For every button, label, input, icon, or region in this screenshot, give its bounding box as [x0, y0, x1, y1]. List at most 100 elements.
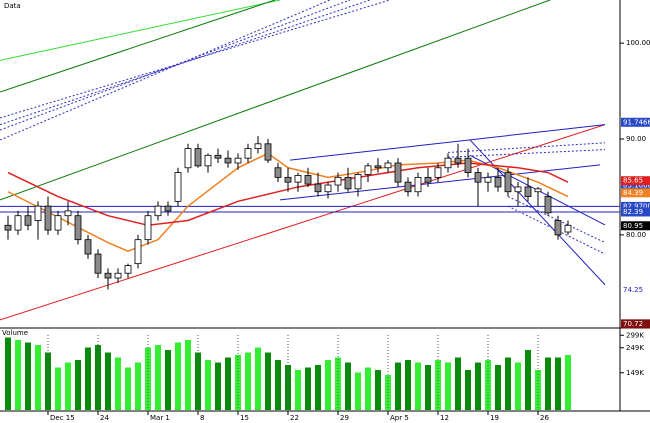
- volume-bar: [65, 362, 71, 410]
- candle-body: [284, 176, 292, 183]
- candle-body: [314, 183, 322, 193]
- trendline: [0, 124, 606, 321]
- candle-body: [384, 162, 392, 169]
- volume-bar: [445, 362, 451, 410]
- price-label: 82.9700: [623, 202, 650, 210]
- volume-bar: [115, 357, 121, 410]
- price-label-box: [621, 319, 650, 329]
- price-label: 74.25: [623, 286, 643, 294]
- volume-bar: [45, 352, 51, 410]
- trendline: [0, 0, 371, 126]
- volume-bar: [565, 355, 571, 410]
- volume-bar: [345, 362, 351, 410]
- candle-body: [114, 272, 122, 279]
- candle-body: [134, 239, 142, 265]
- volume-bar: [415, 362, 421, 410]
- x-tick-label: Apr 5: [390, 414, 409, 422]
- candle-body: [514, 186, 522, 193]
- volume-bar: [405, 360, 411, 410]
- chart-title: Data: [4, 2, 21, 10]
- x-tick-label: Mar 1: [150, 414, 170, 422]
- trendline: [279, 164, 601, 201]
- volume-bar: [355, 372, 361, 410]
- candle-body: [34, 205, 42, 221]
- candle-body: [334, 176, 342, 186]
- volume-bar: [215, 362, 221, 410]
- trendline: [507, 196, 606, 244]
- candle-body: [274, 167, 282, 178]
- volume-bar: [35, 345, 41, 410]
- candle-body: [324, 184, 332, 193]
- price-label-box: [621, 221, 650, 231]
- volume-bar: [395, 362, 401, 410]
- candle-body: [54, 215, 62, 231]
- volume-bar: [325, 360, 331, 410]
- candle-body: [434, 167, 442, 178]
- price-label-box: [621, 117, 650, 127]
- volume-bar: [555, 357, 561, 410]
- volume-bar: [55, 367, 61, 410]
- volume-bar: [15, 340, 21, 410]
- candle-body: [84, 239, 92, 255]
- price-label: 80.95: [623, 222, 643, 230]
- price-label-box: [621, 201, 650, 211]
- price-label: 82.39: [623, 208, 643, 216]
- price-label: 84.39: [623, 189, 643, 197]
- candle-body: [154, 205, 162, 217]
- volume-tick-label: 299K: [626, 331, 644, 339]
- candle-body: [244, 148, 252, 159]
- candle-body: [4, 224, 12, 231]
- volume-bar: [175, 342, 181, 410]
- candle-body: [74, 215, 82, 241]
- candle-body: [374, 165, 382, 169]
- x-tick-label: 26: [540, 414, 549, 422]
- candle-body: [104, 272, 112, 279]
- volume-bar: [465, 370, 471, 410]
- candle-body: [94, 253, 102, 274]
- candle-body: [484, 176, 492, 183]
- price-label-box: [621, 176, 650, 186]
- y-tick-label: 80.00: [626, 231, 646, 239]
- volume-bar: [255, 347, 261, 410]
- x-tick-label: Dec 15: [50, 414, 75, 422]
- candle-body: [264, 143, 272, 161]
- volume-bar: [105, 352, 111, 410]
- volume-bar: [135, 362, 141, 410]
- volume-bar: [315, 365, 321, 410]
- price-label-box: [621, 188, 650, 198]
- candle-body: [144, 215, 152, 241]
- candle-body: [174, 172, 182, 202]
- trendline: [0, 0, 276, 93]
- volume-bar: [5, 337, 11, 410]
- y-tick-label: 100.00: [626, 39, 650, 47]
- volume-bar: [235, 355, 241, 410]
- candle-body: [354, 174, 362, 190]
- candle-body: [64, 210, 72, 217]
- volume-bar: [205, 360, 211, 410]
- x-tick-label: 22: [290, 414, 299, 422]
- volume-bar: [375, 370, 381, 410]
- volume-bar: [495, 365, 501, 410]
- x-tick-label: 15: [240, 414, 249, 422]
- candle-body: [544, 196, 552, 214]
- candle-body: [444, 157, 452, 169]
- price-label-box: [621, 207, 650, 217]
- price-label-box: [621, 285, 650, 295]
- volume-bar: [185, 340, 191, 410]
- volume-bar: [195, 352, 201, 410]
- volume-bar: [305, 367, 311, 410]
- volume-tick-label: 249K: [626, 344, 644, 352]
- x-tick-label: 12: [440, 414, 449, 422]
- volume-bar: [145, 347, 151, 410]
- candle-body: [464, 157, 472, 173]
- volume-bar: [505, 357, 511, 410]
- candle-body: [364, 165, 372, 175]
- candle-body: [494, 176, 502, 188]
- x-tick-label: 24: [100, 414, 109, 422]
- candle-body: [564, 224, 572, 233]
- volume-bar: [155, 345, 161, 410]
- trendline: [0, 0, 551, 201]
- candle-body: [14, 215, 22, 231]
- volume-bar: [75, 360, 81, 410]
- candle-body: [344, 176, 352, 190]
